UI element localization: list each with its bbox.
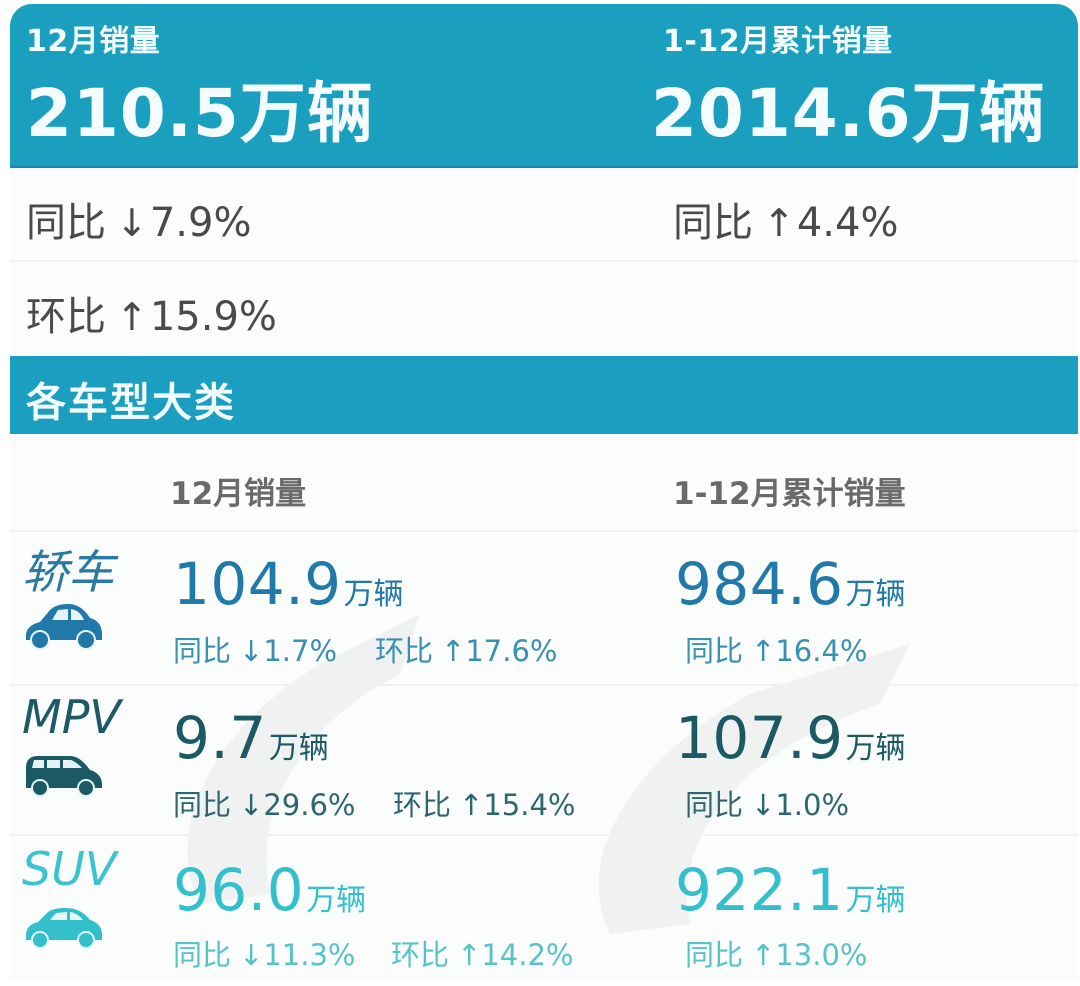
mom-value: 15.4% (483, 788, 576, 822)
ytd-label: 1-12月累计销量 (663, 24, 893, 59)
arrow-down-icon: ↓ (239, 788, 264, 822)
unit: 万辆 (268, 731, 329, 766)
mpv-monthly-yoy: 同比 ↓29.6% (173, 782, 355, 824)
mom-value: 15.9% (149, 294, 277, 340)
ytd-yoy: 同比 ↑4.4% (673, 190, 898, 248)
suv-monthly-mom: 环比 ↑14.2% (391, 932, 573, 974)
value: 107.9 (675, 704, 844, 772)
mom-value: 14.2% (481, 938, 574, 972)
mpv-ytd-sales: 107.9万辆 (675, 704, 906, 772)
category-label-suv: SUV (22, 842, 117, 896)
value: 922.1 (675, 856, 844, 924)
sales-infographic: 12月销量 210.5万辆 1-12月累计销量 2014.6万辆 同比 ↓7.9%… (10, 4, 1078, 979)
unit: 万辆 (306, 883, 367, 918)
arrow-up-icon: ↑ (116, 295, 148, 339)
column-header-ytd: 1-12月累计销量 (673, 476, 906, 512)
suv-monthly-yoy: 同比 ↓11.3% (173, 932, 355, 974)
category-label-mpv: MPV (22, 690, 121, 744)
suv-ytd-yoy: 同比 ↑13.0% (685, 932, 867, 974)
yoy-label: 同比 (173, 938, 232, 972)
monthly-mom: 环比 ↑15.9% (26, 284, 277, 342)
suv-monthly-sales: 96.0万辆 (173, 856, 366, 924)
sedan-icon (26, 604, 102, 650)
sedan-monthly-sales: 104.9万辆 (173, 550, 404, 618)
yoy-label: 同比 (173, 788, 232, 822)
section-title: 各车型大类 (26, 380, 236, 426)
yoy-label: 同比 (26, 200, 106, 246)
arrow-down-icon: ↓ (751, 788, 776, 822)
value: 9.7 (173, 704, 267, 772)
yoy-value: 13.0% (775, 938, 868, 972)
unit: 万辆 (845, 577, 906, 612)
arrow-down-icon: ↓ (239, 634, 264, 668)
value: 104.9 (173, 550, 342, 618)
category-label-sedan: 轿车 (22, 545, 114, 599)
unit: 万辆 (343, 577, 404, 612)
yoy-value: 7.9% (149, 200, 252, 246)
sedan-monthly-mom: 环比 ↑17.6% (375, 628, 557, 670)
arrow-up-icon: ↑ (751, 634, 776, 668)
arrow-up-icon: ↑ (457, 938, 482, 972)
divider (10, 260, 1078, 262)
yoy-label: 同比 (685, 634, 744, 668)
value: 96.0 (173, 856, 305, 924)
mom-label: 环比 (391, 938, 450, 972)
yoy-label: 同比 (673, 200, 753, 246)
yoy-label: 同比 (685, 938, 744, 972)
arrow-down-icon: ↓ (239, 938, 264, 972)
unit: 万辆 (845, 883, 906, 918)
monthly-label: 12月销量 (26, 24, 161, 59)
unit: 万辆 (845, 731, 906, 766)
yoy-value: 4.4% (796, 200, 899, 246)
mpv-monthly-sales: 9.7万辆 (173, 704, 329, 772)
mpv-monthly-mom: 环比 ↑15.4% (393, 782, 575, 824)
sedan-ytd-sales: 984.6万辆 (675, 550, 906, 618)
divider (10, 530, 1078, 532)
summary-header: 12月销量 210.5万辆 1-12月累计销量 2014.6万辆 (10, 4, 1078, 168)
divider (10, 834, 1078, 836)
arrow-up-icon: ↑ (441, 634, 466, 668)
yoy-value: 1.7% (263, 634, 338, 668)
monthly-yoy: 同比 ↓7.9% (26, 190, 251, 248)
sedan-ytd-yoy: 同比 ↑16.4% (685, 628, 867, 670)
ytd-total: 2014.6万辆 (651, 75, 1046, 152)
yoy-value: 16.4% (775, 634, 868, 668)
arrow-up-icon: ↑ (763, 201, 795, 245)
mom-label: 环比 (375, 634, 434, 668)
section-bar: 各车型大类 (10, 356, 1078, 434)
sedan-monthly-yoy: 同比 ↓1.7% (173, 628, 337, 670)
yoy-value: 29.6% (263, 788, 356, 822)
yoy-label: 同比 (685, 788, 744, 822)
yoy-value: 1.0% (775, 788, 850, 822)
arrow-up-icon: ↑ (459, 788, 484, 822)
arrow-down-icon: ↓ (116, 201, 148, 245)
monthly-total: 210.5万辆 (26, 75, 374, 152)
arrow-up-icon: ↑ (751, 938, 776, 972)
mom-label: 环比 (393, 788, 452, 822)
mom-label: 环比 (26, 294, 106, 340)
suv-icon (26, 908, 102, 949)
mpv-icon (26, 756, 102, 797)
yoy-value: 11.3% (263, 938, 356, 972)
column-header-monthly: 12月销量 (170, 476, 307, 512)
mpv-ytd-yoy: 同比 ↓1.0% (685, 782, 849, 824)
suv-ytd-sales: 922.1万辆 (675, 856, 906, 924)
value: 984.6 (675, 550, 844, 618)
divider (10, 684, 1078, 686)
yoy-label: 同比 (173, 634, 232, 668)
mom-value: 17.6% (465, 634, 558, 668)
